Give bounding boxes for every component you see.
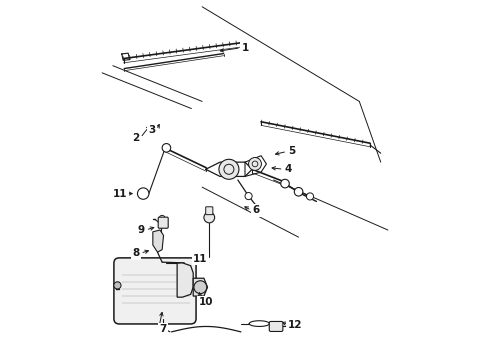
Circle shape [114, 282, 121, 289]
Circle shape [159, 215, 165, 221]
FancyBboxPatch shape [114, 258, 196, 324]
Polygon shape [153, 230, 164, 252]
Text: 10: 10 [198, 297, 213, 307]
Circle shape [245, 193, 252, 200]
Circle shape [204, 212, 215, 223]
Text: 5: 5 [288, 147, 295, 157]
Text: 12: 12 [288, 320, 302, 330]
Text: 1: 1 [242, 43, 248, 53]
Text: 11: 11 [193, 253, 208, 264]
Circle shape [194, 281, 207, 294]
Circle shape [138, 188, 149, 199]
Circle shape [248, 157, 262, 170]
Text: 2: 2 [132, 133, 140, 143]
Circle shape [306, 193, 314, 200]
FancyBboxPatch shape [206, 207, 213, 215]
Circle shape [162, 144, 171, 152]
Text: 9: 9 [138, 225, 145, 235]
Text: 7: 7 [159, 324, 167, 334]
Text: 6: 6 [252, 205, 259, 215]
Text: 4: 4 [284, 164, 292, 174]
Polygon shape [177, 263, 193, 297]
Circle shape [219, 159, 239, 179]
Text: 3: 3 [148, 125, 156, 135]
Polygon shape [193, 278, 207, 296]
Text: 8: 8 [132, 248, 140, 258]
Text: 11: 11 [113, 189, 127, 199]
Circle shape [281, 179, 289, 188]
FancyBboxPatch shape [158, 217, 168, 228]
FancyBboxPatch shape [270, 321, 283, 332]
Circle shape [294, 188, 303, 196]
